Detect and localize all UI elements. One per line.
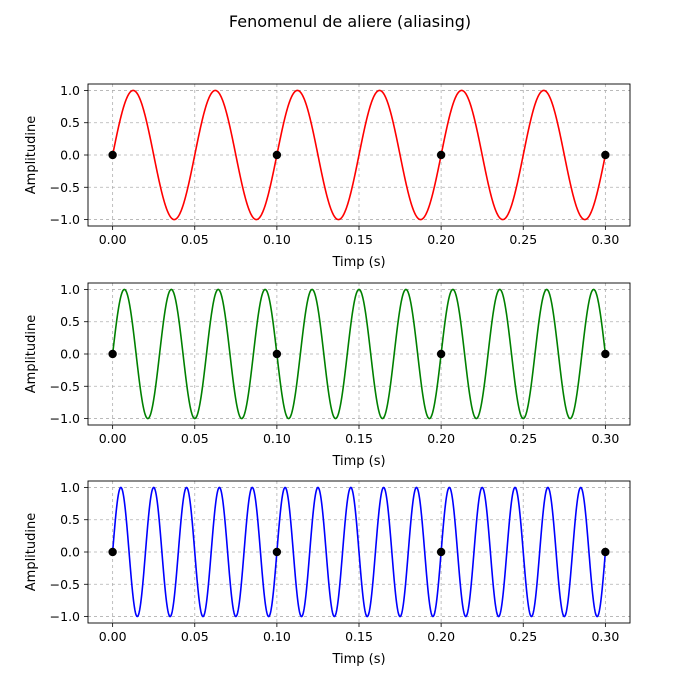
y-tick-label-3: 0.5 bbox=[60, 115, 80, 130]
sample-point-1 bbox=[272, 349, 282, 359]
x-tick-label-1: 0.05 bbox=[181, 431, 209, 446]
y-tick-label-1: −0.5 bbox=[50, 180, 80, 195]
y-tick-label-4: 1.0 bbox=[60, 282, 80, 297]
x-tick-label-1: 0.05 bbox=[181, 232, 209, 247]
sample-point-3 bbox=[601, 349, 610, 359]
x-tick-label-5: 0.25 bbox=[509, 232, 537, 247]
y-tick-label-4: 1.0 bbox=[60, 83, 80, 98]
grid bbox=[88, 283, 630, 425]
x-tick-label-4: 0.20 bbox=[427, 232, 455, 247]
y-tick-label-2: 0.0 bbox=[60, 545, 80, 560]
y-tick-label-1: −0.5 bbox=[50, 577, 80, 592]
x-axis-label: Timp (s) bbox=[331, 652, 385, 667]
y-axis-label: Amplitudine bbox=[24, 513, 39, 591]
x-tick-label-4: 0.20 bbox=[427, 431, 455, 446]
y-tick-label-2: 0.0 bbox=[60, 148, 80, 163]
y-tick-label-3: 0.5 bbox=[60, 314, 80, 329]
x-tick-label-3: 0.15 bbox=[345, 431, 373, 446]
sample-point-1 bbox=[272, 150, 282, 160]
y-tick-label-2: 0.0 bbox=[60, 347, 80, 362]
x-tick-label-6: 0.30 bbox=[591, 629, 619, 644]
x-tick-label-4: 0.20 bbox=[427, 629, 455, 644]
x-tick-label-1: 0.05 bbox=[181, 629, 209, 644]
x-tick-label-3: 0.15 bbox=[345, 232, 373, 247]
signal-line-2 bbox=[111, 288, 607, 420]
x-axis-label: Timp (s) bbox=[331, 255, 385, 270]
subplot-stack: 0.00 0.05 0.10 0.15 0.20 0.25 0.30−1.0−0.50.00… bbox=[24, 83, 631, 667]
signal-line-3 bbox=[111, 486, 607, 618]
x-tick-label-6: 0.30 bbox=[591, 431, 619, 446]
y-tick-label-0: −1.0 bbox=[50, 411, 80, 426]
sample-point-2 bbox=[436, 150, 446, 160]
subplot-3: 0.00 0.05 0.10 0.15 0.20 0.25 0.30 −1.0 −0.5 0.0 0… bbox=[24, 480, 631, 667]
sample-point-0 bbox=[108, 150, 117, 160]
subplot-1: 0.00 0.05 0.10 0.15 0.20 0.25 0.30 −1.0 −0.5 0.0 0… bbox=[24, 83, 631, 270]
sample-point-3 bbox=[601, 547, 610, 557]
sample-point-2 bbox=[436, 349, 446, 359]
y-tick-label-1: −0.5 bbox=[50, 379, 80, 394]
y-axis-label: Amplitudine bbox=[24, 315, 39, 393]
x-tick-label-5: 0.25 bbox=[509, 629, 537, 644]
y-tick-label-3: 0.5 bbox=[60, 512, 80, 527]
figure-suptitle: Fenomenul de aliere (aliasing) bbox=[229, 12, 471, 31]
subplot-2: 0.00 0.05 0.10 0.15 0.20 0.25 0.30 −1.0 −0.5 0.0 0… bbox=[24, 282, 631, 469]
x-tick-label-0: 0.00 bbox=[99, 232, 127, 247]
sample-point-0 bbox=[108, 349, 117, 359]
x-axis-label: Timp (s) bbox=[331, 454, 385, 469]
x-tick-label-2: 0.10 bbox=[263, 431, 291, 446]
x-tick-label-2: 0.10 bbox=[263, 232, 291, 247]
y-tick-label-0: −1.0 bbox=[50, 212, 80, 227]
x-tick-label-0: 0.00 bbox=[99, 629, 127, 644]
sample-point-3 bbox=[601, 150, 610, 160]
y-axis-label: Amplitudine bbox=[24, 116, 39, 194]
x-tick-label-6: 0.30 bbox=[591, 232, 619, 247]
y-tick-label-4: 1.0 bbox=[60, 480, 80, 495]
sample-point-2 bbox=[436, 547, 446, 557]
x-tick-label-2: 0.10 bbox=[263, 629, 291, 644]
x-tick-label-3: 0.15 bbox=[345, 629, 373, 644]
sample-point-0 bbox=[108, 547, 117, 557]
sample-point-1 bbox=[272, 547, 282, 557]
x-tick-label-5: 0.25 bbox=[509, 431, 537, 446]
x-tick-label-0: 0.00 bbox=[99, 431, 127, 446]
signal-line-1 bbox=[111, 89, 607, 221]
y-tick-label-0: −1.0 bbox=[50, 609, 80, 624]
